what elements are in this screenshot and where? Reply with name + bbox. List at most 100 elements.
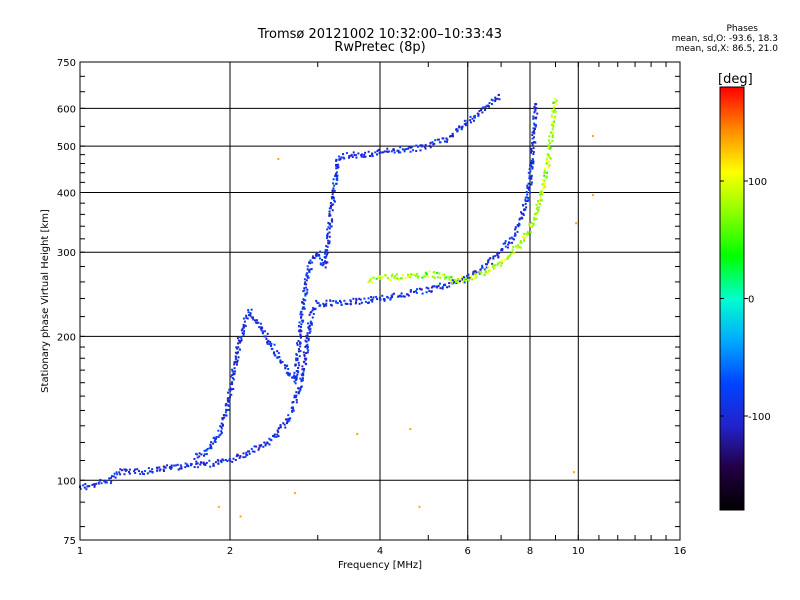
data-point [514, 226, 517, 229]
data-point [304, 281, 307, 284]
data-point [324, 260, 327, 263]
data-point [572, 471, 575, 474]
data-point [259, 322, 262, 325]
data-point [196, 462, 199, 465]
data-point [355, 301, 358, 304]
data-point [448, 282, 451, 285]
data-point [466, 119, 469, 122]
data-point [158, 469, 161, 472]
data-point [514, 232, 517, 235]
data-point [298, 330, 301, 333]
data-point [303, 283, 306, 286]
data-point [328, 214, 331, 217]
data-point [233, 372, 236, 375]
data-point [389, 279, 392, 282]
data-point [159, 468, 162, 471]
data-point [240, 339, 243, 342]
data-point [198, 455, 201, 458]
data-point [542, 186, 545, 189]
data-point [531, 131, 534, 134]
data-point [311, 309, 314, 312]
data-point [506, 257, 509, 260]
data-point [371, 155, 374, 158]
data-point [370, 277, 373, 280]
data-point [475, 276, 478, 279]
data-point [508, 237, 511, 240]
data-point [481, 264, 484, 267]
data-point [237, 356, 240, 359]
data-point [305, 293, 308, 296]
x-tick-label: 2 [227, 546, 233, 557]
data-point [263, 335, 266, 338]
data-point [362, 156, 365, 159]
data-point [230, 388, 233, 391]
data-point [265, 337, 268, 340]
data-point [479, 272, 482, 275]
data-point [306, 272, 309, 275]
data-point [328, 235, 331, 238]
data-point [246, 450, 249, 453]
data-point [487, 261, 490, 264]
data-point [325, 302, 328, 305]
data-point [234, 358, 237, 361]
data-point [273, 351, 276, 354]
data-point [295, 378, 298, 381]
data-point [349, 303, 352, 306]
data-point [221, 458, 224, 461]
data-point [202, 454, 205, 457]
data-point [363, 297, 366, 300]
data-point [326, 232, 329, 235]
data-point [533, 122, 536, 125]
data-point [311, 256, 314, 259]
data-point [469, 121, 472, 124]
data-point [530, 150, 533, 153]
data-point [311, 261, 314, 264]
data-point [364, 155, 367, 158]
x-tick-label: 10 [572, 546, 585, 557]
data-point [238, 335, 241, 338]
data-point [164, 466, 167, 469]
data-point [285, 418, 288, 421]
data-point [209, 443, 212, 446]
data-point [423, 146, 426, 149]
data-point [386, 147, 389, 150]
data-point [266, 441, 269, 444]
data-point [532, 151, 535, 154]
data-point [229, 375, 232, 378]
data-point [317, 254, 320, 257]
data-point [415, 150, 418, 153]
data-point [109, 482, 112, 485]
data-point [295, 357, 298, 360]
data-point [276, 429, 279, 432]
data-point [287, 420, 290, 423]
data-point [444, 140, 447, 143]
data-point [510, 252, 513, 255]
data-point [410, 146, 413, 149]
data-point [469, 274, 472, 277]
data-point [381, 294, 384, 297]
data-point [305, 362, 308, 365]
data-point [409, 146, 412, 149]
data-point [291, 376, 294, 379]
data-point [504, 242, 507, 245]
data-point [455, 128, 458, 131]
data-point [302, 360, 305, 363]
data-point [308, 328, 311, 331]
data-point [382, 298, 385, 301]
data-point [208, 447, 211, 450]
data-point [212, 462, 215, 465]
data-point [277, 435, 280, 438]
data-point [299, 311, 302, 314]
data-point [279, 426, 282, 429]
data-point [455, 281, 458, 284]
data-point [491, 99, 494, 102]
data-point [273, 434, 276, 437]
data-point [316, 301, 319, 304]
data-point [302, 298, 305, 301]
data-point [353, 154, 356, 157]
data-point [203, 453, 206, 456]
data-point [539, 194, 542, 197]
data-point [169, 466, 172, 469]
data-point [305, 336, 308, 339]
data-point [511, 241, 514, 244]
